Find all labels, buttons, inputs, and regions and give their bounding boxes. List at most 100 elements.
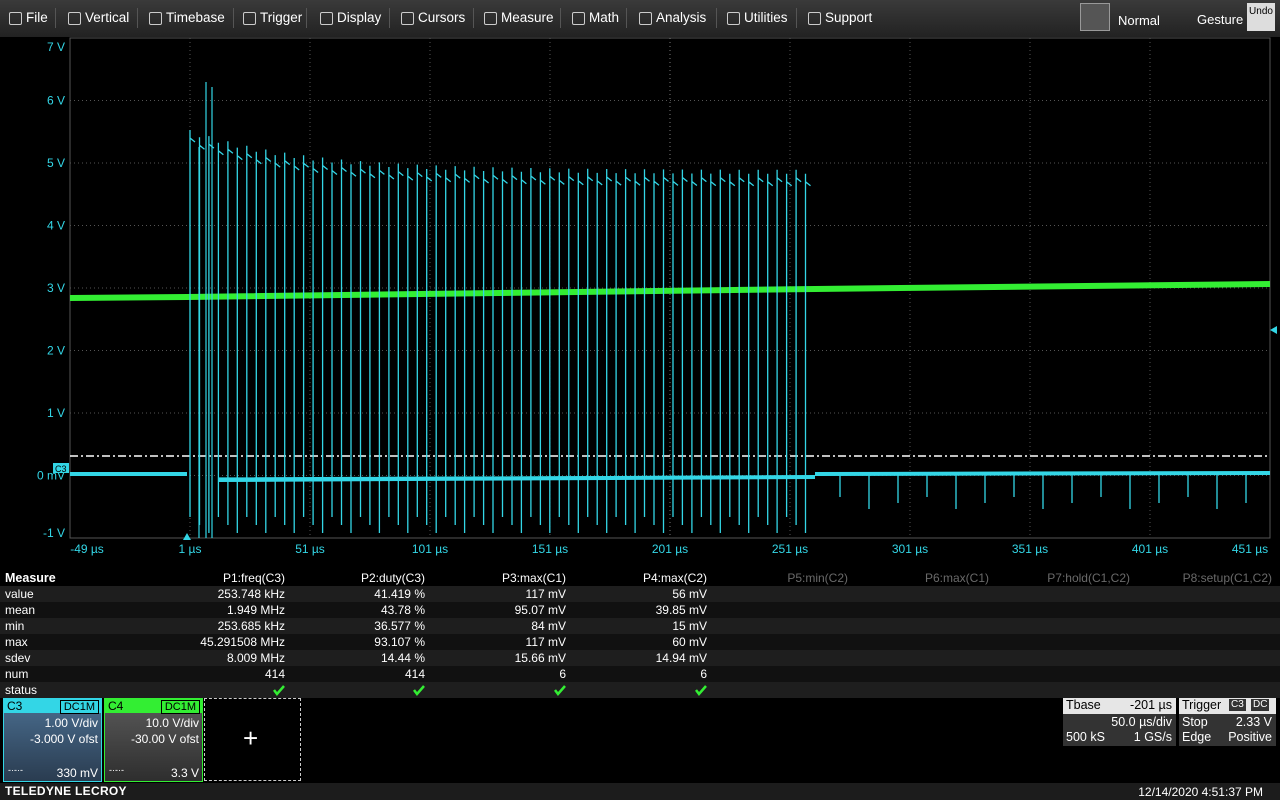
measure-row: status [0,682,1280,698]
measure-value: 95.07 mV [514,603,566,617]
measure-value: 414 [264,667,285,681]
mode-select[interactable]: Normal [1118,13,1160,28]
trigger-coupling: DC [1251,699,1270,711]
channel-header: C4 DC1M [105,699,202,714]
check-mark [695,685,707,696]
menu-separator [716,8,717,28]
menu-item[interactable]: Timebase [166,10,225,25]
y-axis-label: 2 V [47,344,65,358]
measure-table: Measure P1:freq(C3) P2:duty(C3) P3:max(C1) P… [0,570,1280,698]
row-label: value [5,587,34,601]
menu-item[interactable]: File [26,10,48,25]
menu-item[interactable]: Support [825,10,873,25]
trigger-channel: C3 [1229,699,1246,711]
check-mark [554,685,566,696]
timebase-label: Tbase [1066,698,1101,712]
c3-early-spikes [198,82,213,538]
x-axis-label: 451 µs [1232,542,1268,556]
footer: TELEDYNE LECROY 12/14/2020 4:51:37 PM [0,783,1280,800]
x-axis-label: 151 µs [532,542,568,556]
channel-header: C3 DC1M [4,699,101,714]
menu-separator [626,8,627,28]
status-check [273,685,285,696]
y-axis-label: 5 V [47,156,65,170]
measure-value: 117 mV [525,587,566,601]
measure-header[interactable]: P4:max(C2) [642,571,707,585]
brand: TELEDYNE LECROY [5,784,127,798]
measure-header-row: Measure P1:freq(C3) P2:duty(C3) P3:max(C1) P… [0,570,1280,586]
row-label: mean [5,603,36,617]
measure-title: Measure [5,571,56,585]
trigger-state: Stop [1182,715,1208,729]
menu-icon [243,12,256,25]
measure-value: 117 mV [525,635,566,649]
measure-header[interactable]: P7:hold(C1,C2) [1047,571,1130,585]
x-axis-label: 1 µs [179,542,202,556]
measure-value: 6 [700,667,707,681]
trace-symbol: -·-·- [109,765,124,775]
measure-header[interactable]: P6:max(C1) [924,571,989,585]
menu-separator [55,8,56,28]
grid-view-button[interactable] [1080,3,1110,31]
channel-c4-box[interactable]: C4 DC1M 10.0 V/div -30.00 V ofst -·-·- 3… [104,698,203,782]
plus-icon: + [243,723,259,753]
measure-row: min 253.685 kHz 36.577 % 84 mV 15 mV [0,618,1280,634]
menu-icon [320,12,333,25]
menu-item[interactable]: Analysis [656,10,707,25]
measure-row: sdev 8.009 MHz 14.44 % 15.66 mV 14.94 mV [0,650,1280,666]
menu-item[interactable]: Trigger [260,10,303,25]
measure-row: value 253.748 kHz 41.419 % 117 mV 56 mV [0,586,1280,602]
measure-header[interactable]: P2:duty(C3) [360,571,425,585]
menu-item[interactable]: Math [589,10,620,25]
y-axis-label: 1 V [47,406,65,420]
measure-header[interactable]: P1:freq(C3) [222,571,285,585]
measure-value: 8.009 MHz [226,651,285,665]
measure-value: 39.85 mV [655,603,707,617]
menu-item[interactable]: Vertical [85,10,130,25]
measure-value: 36.577 % [374,619,425,633]
channel-c3-box[interactable]: C3 DC1M 1.00 V/div -3.000 V ofst -·-·- 3… [3,698,102,782]
measure-value: 14.44 % [380,651,425,665]
trace-symbol: -·-·- [8,765,23,775]
measure-value: 253.685 kHz [217,619,285,633]
menu-icon [484,12,497,25]
menu-separator [389,8,390,28]
menu-item[interactable]: Utilities [744,10,788,25]
menu-icon [572,12,585,25]
measure-value: 93.107 % [374,635,425,649]
row-label: min [5,619,25,633]
measure-header[interactable]: P3:max(C1) [501,571,566,585]
menu-icon [401,12,414,25]
x-axis-label: 301 µs [892,542,928,556]
undo-button[interactable]: Undo [1247,3,1275,31]
offset: -3.000 V ofst [29,732,98,746]
measure-value: 6 [559,667,566,681]
x-axis-label: 351 µs [1012,542,1048,556]
status-check [554,685,566,696]
channel-name: C3 [7,699,23,713]
channel-extra: 3.3 V [170,766,199,780]
measure-header[interactable]: P8:setup(C1,C2) [1182,571,1272,585]
menu-icon [727,12,740,25]
menu-item[interactable]: Display [337,10,382,25]
trigger-position-marker [183,533,191,540]
check-mark [413,685,425,696]
measure-header[interactable]: P5:min(C2) [787,571,848,585]
measure-value: 43.78 % [380,603,425,617]
timebase-box[interactable]: Tbase -201 µs 50.0 µs/div 500 kS 1 GS/s [1063,698,1176,746]
row-label: num [5,667,29,681]
measure-value: 41.419 % [374,587,425,601]
x-axis-label: 201 µs [652,542,688,556]
volts-per-div: 1.00 V/div [44,716,98,730]
menu-item[interactable]: Measure [501,10,554,25]
x-axis-label: 251 µs [772,542,808,556]
measure-row: max 45.291508 MHz 93.107 % 117 mV 60 mV [0,634,1280,650]
trigger-box[interactable]: Trigger C3 DC Stop 2.33 V Edge Positive [1179,698,1276,746]
trigger-level-marker [1270,326,1277,334]
add-channel[interactable]: + [204,698,301,781]
menu-icon [808,12,821,25]
x-axis-label: 401 µs [1132,542,1168,556]
menu-item[interactable]: Cursors [418,10,466,25]
timebase-samples: 500 kS [1066,730,1105,744]
waveform-display: 7 V6 V5 V4 V3 V2 V1 V0 mV-1 V-49 µs 1 µs 5… [37,37,1277,556]
